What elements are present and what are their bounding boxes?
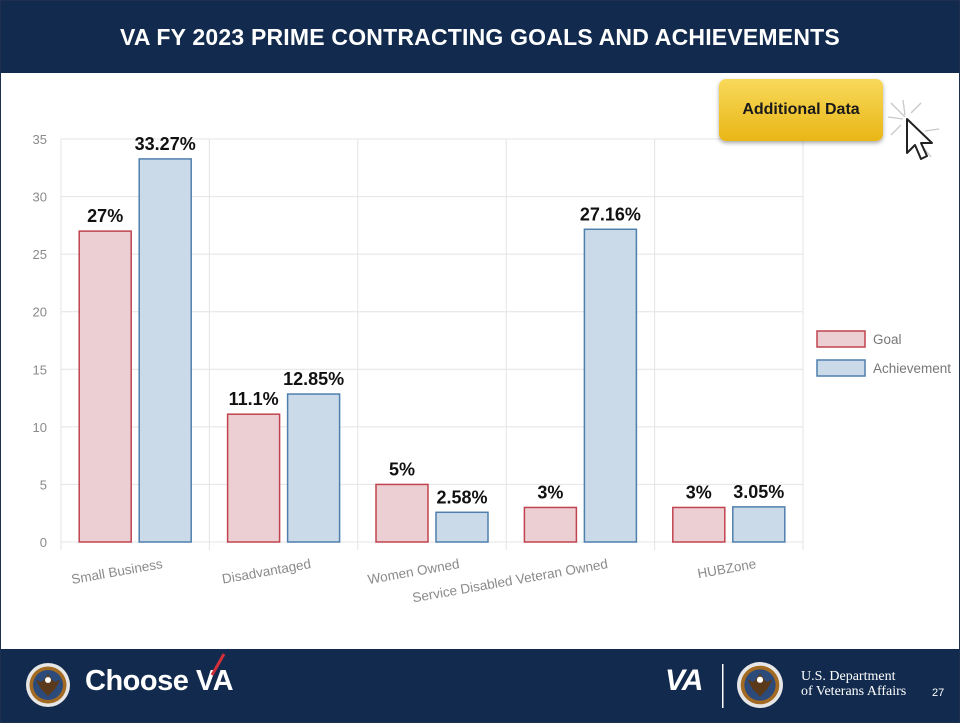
y-tick-label: 5 [40,477,47,492]
achievement-bar [286,393,341,543]
checkmark-icon [210,653,226,676]
y-tick-label: 0 [40,535,47,550]
goal-bar [375,483,429,543]
legend-achievement-label: Achievement [873,361,951,376]
slide-footer [1,649,959,722]
legend-goal-label: Goal [873,332,902,347]
page-number: 27 [932,687,945,699]
additional-data-button[interactable]: Additional Data [719,79,883,141]
goal-bar [523,506,578,543]
goal-data-label: 5% [389,459,415,479]
x-category-label: Women Owned [367,556,461,587]
goal-data-label: 11.1% [229,389,279,409]
achievement-data-label: 2.58% [436,487,487,507]
y-tick-label: 15 [33,362,47,377]
achievement-bar [583,228,638,543]
goal-bar [226,413,281,543]
goal-data-label: 3% [537,482,563,502]
bar-chart: 0 5 10 15 20 25 30 35 27% 33.27% Small Business 11.… [33,132,952,605]
y-tick-label: 20 [33,305,47,320]
va-logo-text: VA [665,664,703,697]
y-tick-label: 10 [33,420,47,435]
choose-va-logo: Choose VA [85,653,234,698]
choose-text: Choose [85,665,189,697]
va-seal-icon [737,662,783,708]
pointer-cursor-icon [887,99,940,160]
goal-data-label: 27% [87,206,123,226]
x-category-label: Disadvantaged [221,556,312,586]
department-line-2: of Veterans Affairs [801,684,907,699]
goal-bar [672,506,726,543]
department-name: U.S. Department of Veterans Affairs [801,669,906,699]
goal-data-label: 3% [686,482,712,502]
achievement-data-label: 33.27% [135,134,196,154]
goal-bar [78,230,132,543]
y-tick-label: 30 [33,190,47,205]
divider [722,664,724,708]
department-line-1: U.S. Department [801,669,896,684]
additional-data-label: Additional Data [742,101,860,118]
slide-header: VA FY 2023 PRIME CONTRACTING GOALS AND A… [1,1,959,73]
slide-title: VA FY 2023 PRIME CONTRACTING GOALS AND A… [120,23,840,50]
choose-va-text: VA [196,653,234,697]
achievement-bar [138,158,192,543]
va-seal-icon [26,663,70,707]
achievement-data-label: 3.05% [733,482,784,502]
legend-goal-swatch [816,330,866,348]
legend-achievement-swatch [816,359,866,377]
achievement-data-label: 12.85% [283,369,344,389]
y-tick-label: 25 [33,247,47,262]
achievement-bar [732,506,786,543]
x-category-label: Small Business [70,556,164,587]
y-tick-label: 35 [33,132,47,147]
achievement-data-label: 27.16% [580,204,641,224]
x-category-label: HUBZone [696,556,757,581]
achievement-bar [435,511,489,543]
